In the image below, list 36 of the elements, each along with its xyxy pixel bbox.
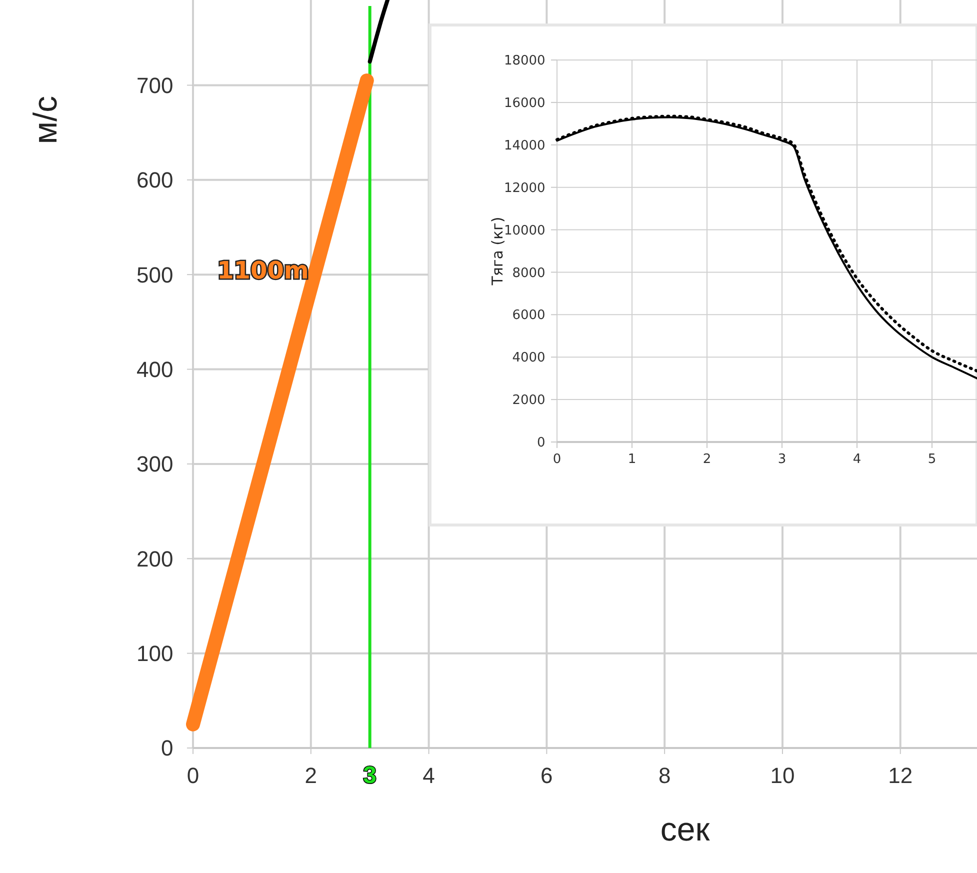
x-tick-label: 2 — [304, 763, 318, 788]
x-tick-label: 6 — [540, 763, 553, 788]
y-tick-label: 500 — [136, 262, 174, 288]
y-tick-label: 100 — [136, 641, 174, 666]
y-tick-label: 0 — [537, 436, 546, 451]
y-tick-label: 4000 — [512, 350, 546, 366]
x-tick-label: 8 — [658, 763, 671, 788]
y-tick-label: 6000 — [512, 308, 546, 324]
x-tick-label: 0 — [552, 452, 562, 467]
y-tick-label: 300 — [136, 452, 174, 477]
y-tick-label: 8000 — [512, 266, 546, 281]
y-axis-title: Тяга (кг) — [488, 216, 506, 286]
y-tick-label: 400 — [136, 356, 174, 382]
y-tick-label: 600 — [136, 168, 174, 193]
x-tick-label: 1 — [628, 452, 636, 467]
x-tick-label: 12 — [888, 763, 913, 788]
y-tick-label: 0 — [160, 736, 174, 761]
y-tick-label: 14000 — [504, 138, 546, 154]
annotation: 1100m — [217, 256, 309, 284]
y-tick-label: 2000 — [512, 393, 546, 408]
y-tick-label: 12000 — [504, 180, 546, 196]
x-tick-label: 2 — [702, 452, 712, 467]
y-tick-label: 200 — [136, 546, 174, 572]
line-series — [368, 0, 390, 64]
x-axis-title: сек — [660, 810, 710, 848]
x-tick-label: 4 — [852, 452, 862, 467]
y-tick-label: 18000 — [504, 54, 546, 69]
y-axis-title: м/с — [26, 96, 64, 144]
y-tick-label: 10000 — [504, 223, 546, 238]
x-tick-label: 10 — [770, 763, 795, 788]
x-tick-label: 5 — [928, 452, 936, 467]
x-tick-label: 0 — [186, 763, 200, 788]
x-tick-label: 3 — [778, 452, 786, 467]
y-tick-label: 700 — [136, 72, 174, 98]
x-tick-label: 4 — [422, 763, 435, 788]
y-tick-label: 16000 — [504, 96, 546, 111]
